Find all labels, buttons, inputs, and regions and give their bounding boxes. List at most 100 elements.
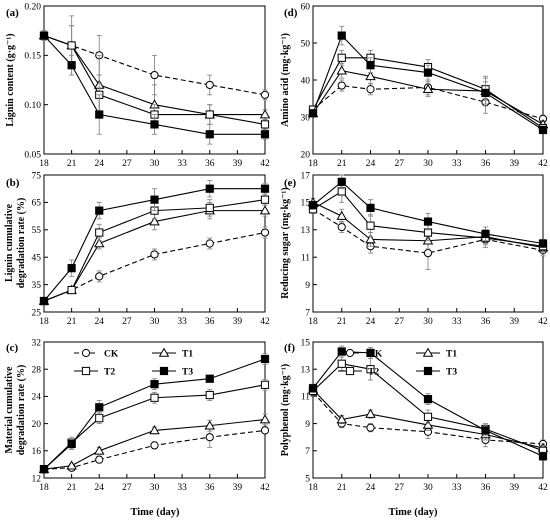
y-tick-label: 20 <box>32 420 42 430</box>
series-line <box>43 384 266 470</box>
x-tick-label: 30 <box>150 159 160 169</box>
data-point <box>150 393 159 402</box>
series-line <box>43 188 265 302</box>
y-axis-label: Material cumulativedegradation rate (%) <box>4 365 27 456</box>
y-tick-label: 11 <box>301 393 310 403</box>
y-tick-label: 35 <box>32 281 42 291</box>
data-point <box>422 419 434 429</box>
data-point <box>150 250 159 259</box>
series-line <box>312 190 544 247</box>
panel-label: (b) <box>6 177 20 189</box>
y-tick-label: 0.20 <box>24 2 41 12</box>
legend: CK T1 T2 T3 <box>338 347 457 378</box>
data-point <box>205 239 214 248</box>
data-point <box>205 130 214 139</box>
series-line <box>312 389 544 449</box>
y-tick-label: 9 <box>305 420 310 430</box>
y-tick-label: 0.15 <box>24 52 41 62</box>
series-line <box>312 70 544 125</box>
series-line <box>312 181 544 245</box>
x-tick-label: 18 <box>39 159 49 169</box>
panel-label: (d) <box>284 7 298 19</box>
data-point <box>423 68 433 77</box>
x-tick-label: 18 <box>308 159 318 169</box>
x-tick-label: 24 <box>95 159 105 169</box>
legend: CK T1 T2 T3 <box>74 347 193 378</box>
data-point <box>481 229 490 239</box>
series-t3 <box>39 30 270 145</box>
data-point <box>366 423 375 432</box>
data-point <box>538 452 548 461</box>
x-tick-label: 39 <box>233 159 243 169</box>
data-point <box>39 465 49 474</box>
y-tick-label: 40 <box>301 76 311 86</box>
panel-label: (c) <box>6 342 19 354</box>
data-point <box>205 374 214 383</box>
y-axis-label: Reducing sugar (mg·kg⁻¹) <box>280 187 291 298</box>
data-point <box>260 426 270 435</box>
data-point <box>260 380 270 389</box>
series-line <box>43 35 265 135</box>
y-tick-label: 32 <box>32 338 42 348</box>
x-tick-label: 24 <box>366 159 376 169</box>
series-t3 <box>39 180 270 306</box>
y-tick-label: 60 <box>301 2 311 12</box>
data-point <box>67 439 76 449</box>
x-tick-label: 33 <box>177 317 187 327</box>
data-point <box>95 414 104 423</box>
y-tick-label: 7 <box>305 308 310 318</box>
y-tick-label: 28 <box>32 366 42 376</box>
x-axis-label: Time (day) <box>388 507 438 518</box>
data-point <box>423 395 433 404</box>
y-axis-label: Polyphenol (mg·kg⁻¹) <box>280 364 291 456</box>
x-tick-label: 30 <box>423 159 433 169</box>
data-point <box>260 195 270 204</box>
y-tick-label: 45 <box>32 254 42 264</box>
x-tick-label: 42 <box>260 483 270 493</box>
y-tick-label: 7 <box>305 447 310 457</box>
series-line <box>43 35 266 125</box>
x-tick-label: 33 <box>177 483 187 493</box>
y-axis-label: Amino acid (mg·kg⁻¹) <box>280 33 291 127</box>
y-axis-label: Lignin content (g·g⁻¹) <box>5 33 16 126</box>
data-point <box>365 233 376 244</box>
data-point <box>39 31 49 40</box>
data-point <box>95 110 104 119</box>
x-tick-label: 33 <box>452 159 462 169</box>
legend-marker <box>345 348 355 358</box>
x-tick-label: 39 <box>233 317 243 327</box>
data-point <box>260 184 270 193</box>
series-line <box>43 358 266 470</box>
data-point <box>67 264 76 273</box>
x-tick-label: 33 <box>452 317 462 327</box>
series-line <box>312 363 544 452</box>
data-point <box>366 61 375 70</box>
data-point <box>93 445 105 455</box>
data-point <box>260 90 270 99</box>
x-tick-label: 27 <box>122 483 132 493</box>
data-point <box>260 130 270 139</box>
data-point <box>366 348 375 357</box>
y-axis-label-line: degradation rate (%) <box>16 198 27 289</box>
x-tick-label: 24 <box>366 317 376 327</box>
y-tick-label: 5 <box>305 474 310 484</box>
legend-marker <box>158 347 170 357</box>
x-tick-label: 33 <box>177 159 187 169</box>
y-axis-label: Lignin cumulativedegradation rate (%) <box>4 198 27 289</box>
y-tick-label: 15 <box>301 199 311 209</box>
x-tick-label: 18 <box>39 317 49 327</box>
data-point <box>308 109 318 118</box>
x-tick-label: 24 <box>95 317 105 327</box>
x-tick-label: 42 <box>538 483 548 493</box>
data-point <box>336 210 348 220</box>
data-point <box>365 70 376 81</box>
x-tick-label: 33 <box>452 483 462 493</box>
series-line <box>312 208 544 254</box>
data-point <box>95 272 104 281</box>
data-point <box>481 426 490 435</box>
x-tick-label: 36 <box>205 159 215 169</box>
y-tick-label: 12 <box>32 474 42 484</box>
x-tick-label: 18 <box>308 483 318 493</box>
series-t3 <box>308 25 548 135</box>
data-point <box>95 403 104 412</box>
